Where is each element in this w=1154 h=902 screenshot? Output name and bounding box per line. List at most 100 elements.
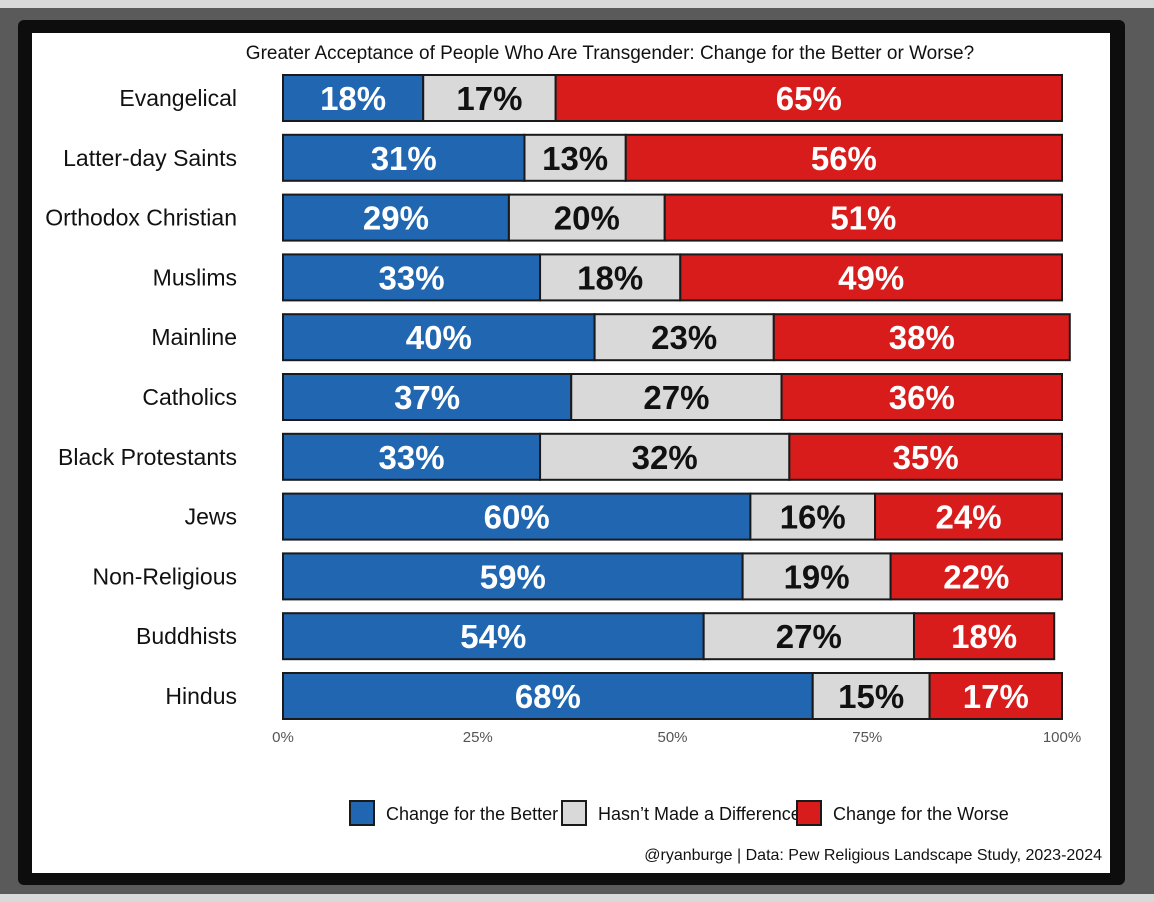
bar-segment-better (282, 133, 526, 182)
bar-row: Orthodox Christian 29% 20% 51% (45, 193, 1064, 242)
bar-segment-worse (679, 253, 1063, 302)
data-label: 37% (394, 379, 460, 416)
category-label: Evangelical (119, 85, 237, 111)
bar-row: Non-Religious 59% 19% 22% (93, 552, 1063, 601)
legend-swatch-worse (796, 800, 822, 826)
data-label: 38% (889, 319, 955, 356)
bar-segment-worse (928, 672, 1063, 720)
legend-swatch-neutral (561, 800, 587, 826)
bar-row: Latter-day Saints 31% 13% 56% (63, 133, 1063, 182)
source-credit: @ryanburge | Data: Pew Religious Landsca… (644, 847, 1102, 864)
category-label: Jews (185, 504, 237, 530)
data-label: 56% (811, 140, 877, 177)
data-label: 19% (784, 558, 850, 595)
data-label: 68% (515, 678, 581, 715)
data-label: 35% (893, 439, 959, 476)
data-label: 16% (780, 499, 846, 536)
data-label: 59% (480, 558, 546, 595)
category-label: Hindus (165, 683, 237, 709)
data-label: 54% (460, 618, 526, 655)
bar-segment-neutral (570, 373, 783, 421)
bar-segment-better (282, 313, 596, 362)
legend-swatch-better (349, 800, 375, 826)
chart-title: Greater Acceptance of People Who Are Tra… (246, 43, 974, 64)
data-label: 27% (643, 379, 709, 416)
category-label: Non-Religious (93, 563, 237, 589)
stacked-bar-chart: Greater Acceptance of People Who Are Tra… (32, 33, 1110, 873)
bar-segment-worse (889, 552, 1063, 601)
x-tick-label: 0% (272, 729, 294, 746)
data-label: 13% (542, 140, 608, 177)
legend-label: Hasn’t Made a Difference (598, 804, 801, 824)
data-label: 20% (554, 200, 620, 237)
data-label: 18% (320, 80, 386, 117)
category-label: Muslims (153, 264, 237, 290)
bar-row: Hindus 68% 15% 17% (165, 672, 1063, 720)
bar-segment-neutral (507, 193, 666, 242)
category-label: Latter-day Saints (63, 145, 237, 171)
data-label: 36% (889, 379, 955, 416)
bar-segment-better (282, 432, 542, 481)
category-label: Black Protestants (58, 444, 237, 470)
data-label: 17% (963, 678, 1029, 715)
bar-segment-worse (788, 432, 1063, 481)
data-label: 22% (943, 558, 1009, 595)
bar-segment-better (282, 612, 705, 661)
x-tick-label: 50% (657, 729, 687, 746)
bar-segment-neutral (539, 432, 791, 481)
bar-row: Jews 60% 16% 24% (185, 492, 1063, 541)
bar-row: Black Protestants 33% 32% 35% (58, 432, 1063, 481)
bar-segment-neutral (422, 74, 557, 122)
legend-label: Change for the Worse (833, 804, 1009, 824)
category-label: Buddhists (136, 623, 237, 649)
x-tick-label: 75% (852, 729, 882, 746)
category-label: Orthodox Christian (45, 205, 237, 231)
bar-segment-worse (663, 193, 1064, 242)
bar-segment-better (282, 193, 510, 242)
bar-segment-better (282, 672, 814, 720)
data-label: 29% (363, 200, 429, 237)
bar-segment-worse (912, 612, 1056, 661)
bar-row: Catholics 37% 27% 36% (142, 373, 1063, 421)
data-label: 18% (951, 618, 1017, 655)
bar-segment-worse (554, 74, 1064, 122)
data-label: 24% (935, 499, 1001, 536)
data-label: 17% (456, 80, 522, 117)
data-label: 40% (406, 319, 472, 356)
data-label: 51% (830, 200, 896, 237)
bar-segment-neutral (749, 492, 877, 541)
data-label: 31% (371, 140, 437, 177)
top-background-strip (0, 0, 1154, 8)
bar-segment-neutral (741, 552, 892, 601)
legend-label: Change for the Better (386, 804, 558, 824)
category-label: Mainline (151, 324, 237, 350)
data-label: 65% (776, 80, 842, 117)
bar-row: Evangelical 18% 17% 65% (119, 74, 1064, 122)
x-axis: 0% 25% 50% 75% 100% (272, 729, 1081, 746)
data-label: 33% (379, 259, 445, 296)
data-label: 60% (484, 499, 550, 536)
bars-layer: Evangelical 18% 17% 65% Latter-day Saints 31%… (45, 74, 1071, 720)
x-tick-label: 25% (463, 729, 493, 746)
data-label: 18% (577, 259, 643, 296)
bar-segment-worse (780, 373, 1063, 421)
data-label: 32% (632, 439, 698, 476)
bar-row: Mainline 40% 23% 38% (151, 313, 1071, 362)
bottom-background-strip (0, 894, 1154, 902)
bar-segment-worse (624, 133, 1063, 182)
data-label: 27% (776, 618, 842, 655)
bar-segment-neutral (702, 612, 915, 661)
legend: Change for the Better Hasn’t Made a Diffe… (349, 800, 1009, 826)
data-label: 49% (838, 259, 904, 296)
x-tick-label: 100% (1043, 729, 1081, 746)
bar-segment-worse (874, 492, 1063, 541)
bar-segment-better (282, 552, 744, 601)
bar-row: Muslims 33% 18% 49% (153, 253, 1063, 302)
data-label: 33% (379, 439, 445, 476)
bar-row: Buddhists 54% 27% 18% (136, 612, 1056, 661)
bar-segment-worse (772, 313, 1071, 362)
data-label: 15% (838, 678, 904, 715)
category-label: Catholics (142, 384, 237, 410)
data-label: 23% (651, 319, 717, 356)
bar-segment-neutral (593, 313, 775, 362)
